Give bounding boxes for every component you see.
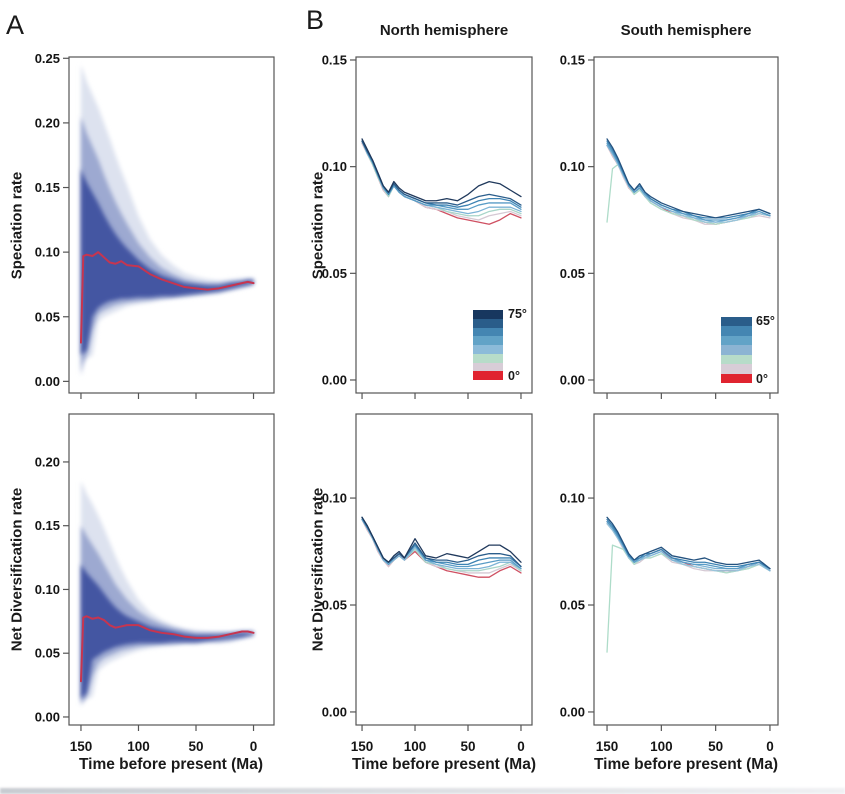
svg-text:0.05: 0.05 <box>35 309 60 324</box>
north-speciation-chart: 0.00 0.05 0.10 0.15 <box>322 52 533 399</box>
svg-text:0.15: 0.15 <box>35 180 60 195</box>
svg-text:50: 50 <box>460 739 475 754</box>
y-axis-title-speciation-b: Speciation rate <box>309 171 327 280</box>
latitude-legend-south: 65° 0° <box>721 314 775 386</box>
legend-min-label-south: 0° <box>756 372 768 386</box>
svg-text:0.10: 0.10 <box>35 245 60 260</box>
svg-text:50: 50 <box>708 739 723 754</box>
svg-text:0.05: 0.05 <box>322 266 347 281</box>
south-netdiv-chart: 0.00 0.05 0.10 150 100 50 0 <box>560 413 779 754</box>
svg-text:0.10: 0.10 <box>322 159 347 174</box>
svg-text:0.15: 0.15 <box>35 518 60 533</box>
svg-text:0.05: 0.05 <box>560 598 585 613</box>
svg-text:0.05: 0.05 <box>35 646 60 661</box>
svg-text:0.20: 0.20 <box>35 454 60 469</box>
y-axis-title-netdiv-a: Net Diversification rate <box>8 487 26 652</box>
svg-text:0.00: 0.00 <box>560 704 585 719</box>
svg-text:100: 100 <box>650 739 673 754</box>
svg-text:0.00: 0.00 <box>560 372 585 387</box>
latitude-colorbar-north <box>473 310 503 380</box>
svg-text:0.10: 0.10 <box>560 159 585 174</box>
screenshot-edge-artifact <box>0 788 845 794</box>
x-axis-title-a: Time before present (Ma) <box>78 756 264 773</box>
latitude-colorbar-south <box>721 317 752 383</box>
svg-text:0.05: 0.05 <box>322 598 347 613</box>
x-axis-title-north: Time before present (Ma) <box>351 756 537 773</box>
svg-text:150: 150 <box>596 739 619 754</box>
svg-text:0.10: 0.10 <box>35 582 60 597</box>
south-speciation-chart: 0.00 0.05 0.10 0.15 <box>560 52 779 399</box>
svg-text:0: 0 <box>517 739 525 754</box>
panel-a-netdiv-density-chart: 0.00 0.05 0.10 0.15 0.20 150 100 50 0 <box>35 413 275 754</box>
latitude-legend-north: 75° 0° <box>473 307 527 383</box>
svg-text:0.10: 0.10 <box>322 491 347 506</box>
svg-text:0.15: 0.15 <box>560 52 585 67</box>
svg-text:0.25: 0.25 <box>35 51 60 66</box>
legend-min-label-north: 0° <box>508 369 520 383</box>
svg-text:0: 0 <box>250 739 258 754</box>
legend-max-label-south: 65° <box>756 314 775 328</box>
svg-text:150: 150 <box>70 739 93 754</box>
svg-text:100: 100 <box>404 739 427 754</box>
svg-text:0.20: 0.20 <box>35 115 60 130</box>
svg-text:0.15: 0.15 <box>322 52 347 67</box>
north-netdiv-chart: 0.00 0.05 0.10 150 100 50 0 <box>322 413 533 754</box>
svg-text:0: 0 <box>766 739 774 754</box>
north-hemisphere-title: North hemisphere <box>379 22 509 39</box>
svg-text:0.00: 0.00 <box>322 704 347 719</box>
panel-a-label: A <box>6 10 25 40</box>
panel-a-speciation-density-chart: 0.00 0.05 0.10 0.15 0.20 0.25 <box>35 51 275 399</box>
svg-text:150: 150 <box>351 739 374 754</box>
svg-text:0.10: 0.10 <box>560 491 585 506</box>
svg-text:100: 100 <box>127 739 150 754</box>
svg-text:0.00: 0.00 <box>35 709 60 724</box>
svg-text:50: 50 <box>188 739 203 754</box>
y-axis-title-speciation-a: Speciation rate <box>8 171 26 280</box>
south-hemisphere-title: South hemisphere <box>620 22 752 39</box>
panel-b-label: B <box>306 5 325 35</box>
x-axis-title-south: Time before present (Ma) <box>593 756 779 773</box>
svg-text:0.05: 0.05 <box>560 266 585 281</box>
legend-max-label-north: 75° <box>508 307 527 321</box>
svg-text:0.00: 0.00 <box>35 374 60 389</box>
svg-text:0.00: 0.00 <box>322 372 347 387</box>
